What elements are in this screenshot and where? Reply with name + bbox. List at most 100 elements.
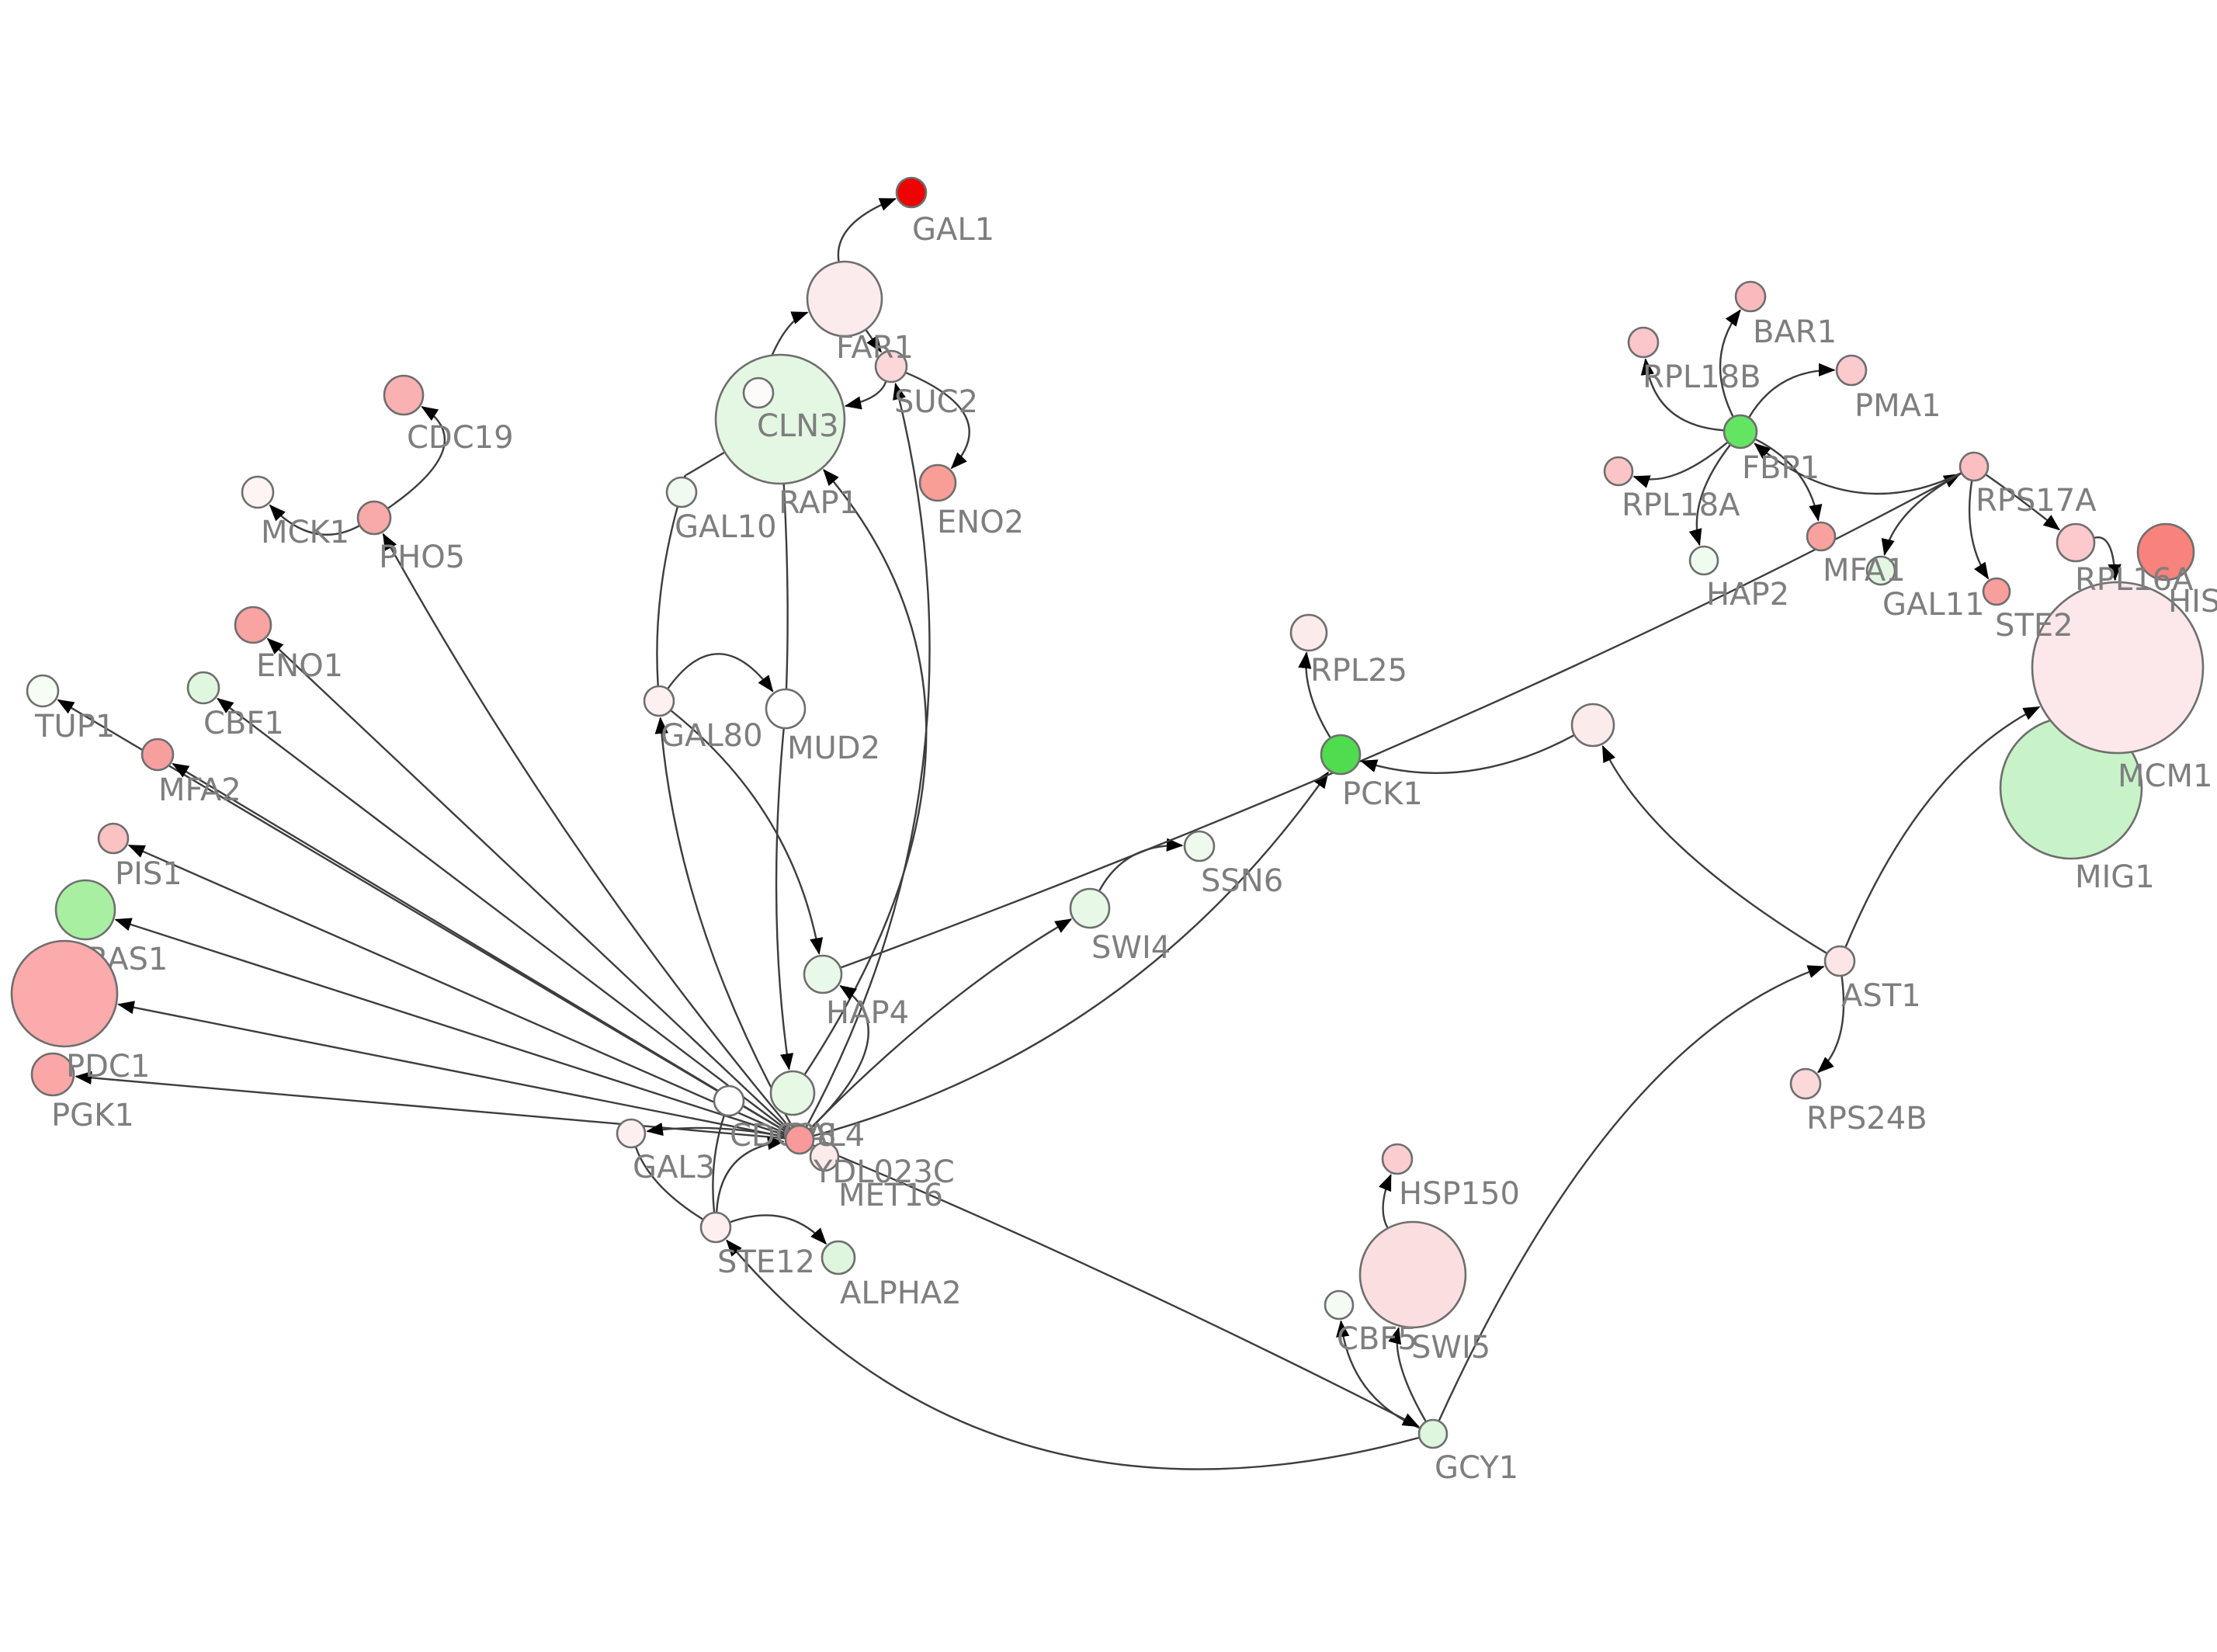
node-SUC2[interactable]: [874, 349, 908, 384]
node-RPL18B[interactable]: [1627, 326, 1660, 359]
node-GAL10[interactable]: [665, 476, 698, 508]
node-STE2[interactable]: [1982, 577, 2011, 606]
edge-YDL023C-PCK1[interactable]: [813, 771, 1329, 1137]
edge-YDL023C-PIS1[interactable]: [127, 844, 787, 1135]
node-PIS1[interactable]: [97, 822, 130, 855]
edge-YDL023C-CBF1[interactable]: [217, 697, 789, 1132]
edge-PCK1-RPL25[interactable]: [1298, 651, 1331, 738]
node-HAP2[interactable]: [1688, 545, 1719, 576]
node-TUP1[interactable]: [26, 674, 60, 708]
edge-YDL023C-SUC2[interactable]: [805, 382, 931, 1127]
node-NODE_U[interactable]: [1570, 703, 1615, 748]
edge-FBP1-RPL18A[interactable]: [1632, 442, 1728, 488]
node-HSP150[interactable]: [1381, 1143, 1414, 1175]
node-RPS17A[interactable]: [1959, 451, 1990, 482]
edge-PHO5-CDC19[interactable]: [387, 405, 446, 509]
node-RPL16A[interactable]: [2056, 522, 2096, 563]
edge-YDL023C-GAL80[interactable]: [654, 717, 793, 1127]
node-GAL3[interactable]: [616, 1118, 647, 1149]
edge-RPS17A-STE2[interactable]: [1968, 481, 1990, 580]
node-ENO2[interactable]: [918, 463, 957, 502]
node-MFA1[interactable]: [1806, 521, 1837, 552]
node-MUD2[interactable]: [765, 688, 807, 730]
node-MET16[interactable]: [809, 1141, 840, 1172]
edge-FBP1-PMA1[interactable]: [1748, 363, 1836, 418]
node-STE12[interactable]: [699, 1211, 732, 1244]
edge-FBP1-BAR1[interactable]: [1719, 309, 1741, 417]
edge-YDL023C-MFA2[interactable]: [172, 762, 788, 1133]
node-MCK1[interactable]: [241, 475, 275, 509]
edge-YDL023C-SWI4[interactable]: [809, 918, 1073, 1130]
edge-GAL4-RAP1[interactable]: [803, 469, 928, 1075]
edge-AST1-RPS24B[interactable]: [1817, 976, 1845, 1074]
node-CBF5[interactable]: [1324, 1289, 1355, 1321]
node-SSN6[interactable]: [1183, 830, 1216, 862]
edge-RPS17A-GAL11[interactable]: [1881, 472, 1962, 556]
node-RPS24B[interactable]: [1789, 1067, 1822, 1100]
node-ENO1[interactable]: [234, 606, 272, 644]
node-PGK1[interactable]: [30, 1052, 75, 1097]
node-AST1[interactable]: [1823, 945, 1856, 977]
node-RPL18A[interactable]: [1603, 456, 1634, 487]
edge-GAL10-GAL80[interactable]: [656, 506, 678, 686]
node-SWI4[interactable]: [1069, 887, 1111, 929]
edge-YDL023C-GCY1[interactable]: [813, 1144, 1420, 1428]
edge-FBP1-MFA1[interactable]: [1755, 438, 1823, 522]
edge-RPL16A-MCM1[interactable]: [2094, 536, 2122, 581]
edge-RPS17A-FBP1[interactable]: [1754, 442, 1962, 495]
node-SWI5[interactable]: [1358, 1220, 1467, 1329]
edge-RAP1-MUD2[interactable]: [782, 484, 789, 689]
node-CDC28[interactable]: [713, 1085, 745, 1117]
edge-AST1-MCM1[interactable]: [1844, 706, 2041, 947]
node-HAP4[interactable]: [803, 954, 843, 994]
node-GAL4[interactable]: [769, 1070, 816, 1116]
node-MCM1[interactable]: [2031, 581, 2205, 755]
edge-FAR1-GAL1[interactable]: [837, 197, 897, 262]
edge-STE12-ALPHA2[interactable]: [730, 1214, 827, 1245]
node-BAR1[interactable]: [1734, 280, 1767, 313]
edge-GCY1-STE12[interactable]: [726, 1239, 1420, 1470]
node-YDL023C[interactable]: [784, 1124, 815, 1155]
edge-SUC2-ENO2[interactable]: [905, 372, 970, 470]
edge-FBP1-HAP2[interactable]: [1688, 444, 1731, 547]
node-CBF1[interactable]: [186, 671, 220, 705]
edge-HAP4-RPS17A[interactable]: [841, 473, 1961, 969]
edge-STE12-YDL023C[interactable]: [716, 1137, 785, 1213]
edge-RAP1-GAL10[interactable]: [675, 451, 725, 492]
node-RPL25[interactable]: [1289, 613, 1328, 652]
edge-YDL023C-GAL3[interactable]: [646, 1123, 786, 1138]
node-GAL80[interactable]: [643, 685, 675, 717]
edge-RPS17A-RPL16A[interactable]: [1986, 474, 2060, 531]
node-GCY1[interactable]: [1417, 1418, 1449, 1449]
node-PHO5[interactable]: [356, 500, 392, 536]
edge-GCY1-AST1[interactable]: [1438, 965, 1825, 1421]
edge-GCY1-SWI5[interactable]: [1388, 1327, 1427, 1422]
node-CDC19[interactable]: [383, 374, 425, 416]
edge-SUC2-RAP1[interactable]: [844, 381, 887, 410]
node-GAL1[interactable]: [895, 176, 928, 209]
edge-YDL023C-PHO5[interactable]: [382, 533, 791, 1130]
edge-YDL023C-PGK1[interactable]: [75, 1071, 786, 1140]
edge-YDL023C-ENO1[interactable]: [266, 637, 790, 1130]
edge-YDL023C-PDC1[interactable]: [117, 1001, 786, 1138]
edge-SWI5-HSP150[interactable]: [1379, 1174, 1392, 1228]
node-MFA2[interactable]: [141, 738, 175, 772]
node-RAS1[interactable]: [54, 879, 116, 941]
edge-MUD2-GAL4[interactable]: [775, 728, 794, 1071]
node-CLN3[interactable]: [742, 377, 775, 409]
node-PCK1[interactable]: [1320, 734, 1362, 776]
edge-NODE_U-PCK1[interactable]: [1360, 734, 1574, 774]
edge-PHO5-MCK1[interactable]: [269, 504, 360, 536]
edge-GAL80-MUD2[interactable]: [667, 653, 774, 692]
edge-FAR1-SUC2[interactable]: [865, 329, 882, 353]
node-PMA1[interactable]: [1835, 354, 1868, 387]
edge-AST1-NODE_U[interactable]: [1601, 744, 1827, 954]
node-GAL11[interactable]: [1865, 555, 1896, 586]
edge-GAL80-HAP4[interactable]: [670, 710, 824, 955]
node-PDC1[interactable]: [10, 939, 119, 1048]
edge-YDL023C-RAS1[interactable]: [114, 918, 786, 1137]
edge-CDC28-STE12[interactable]: [712, 1115, 725, 1213]
node-ALPHA2[interactable]: [821, 1240, 856, 1275]
edge-GAL3-STE12[interactable]: [635, 1147, 703, 1220]
node-FAR1[interactable]: [806, 260, 883, 338]
